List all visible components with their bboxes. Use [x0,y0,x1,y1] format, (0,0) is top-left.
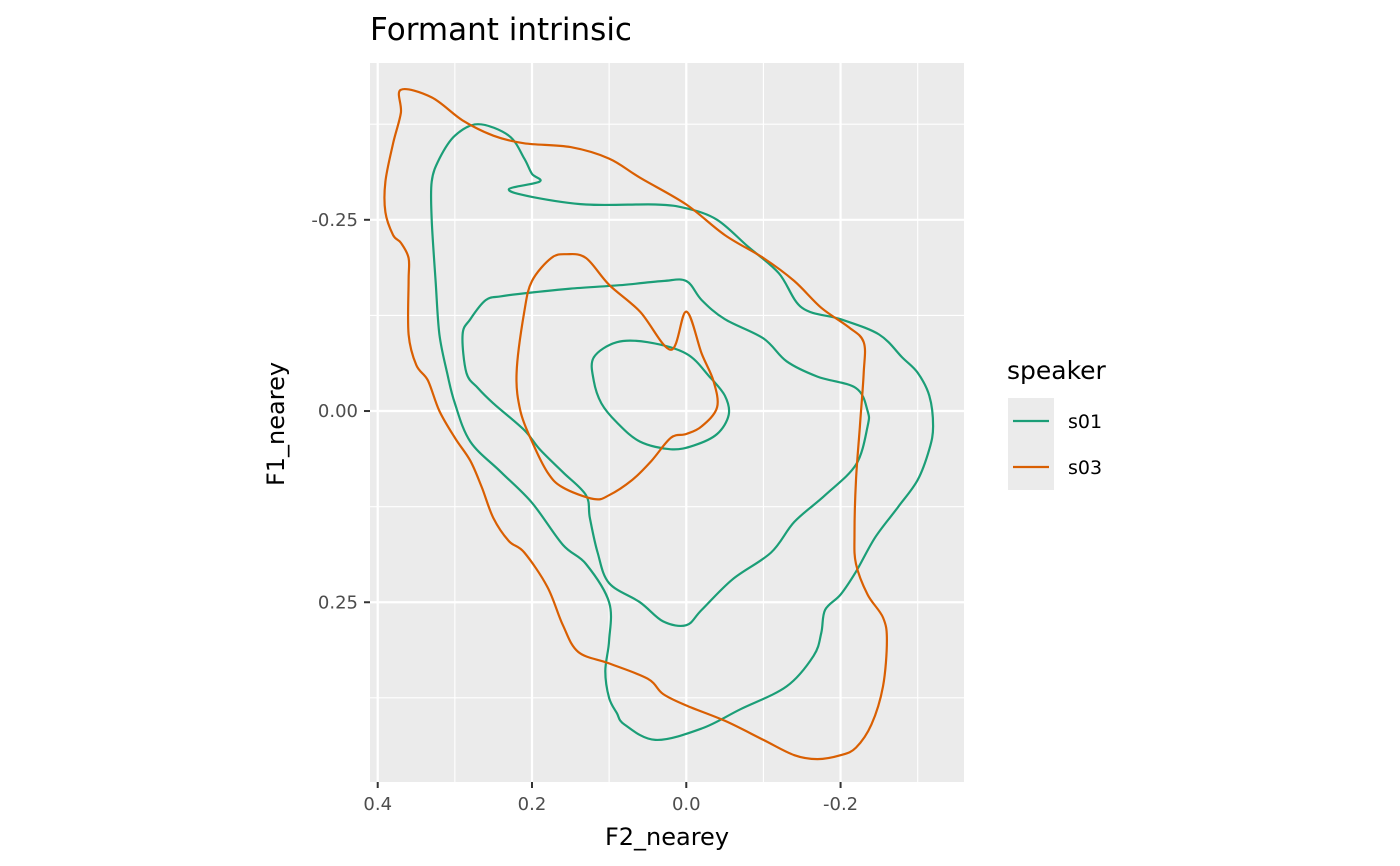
contour-lines [383,88,935,761]
x-axis: 0.4 0.2 0.0 -0.2 [363,782,858,815]
contour-s03-inner [515,252,719,501]
legend: speaker s01 s03 [1007,356,1107,490]
x-tick-label: 0.0 [672,794,701,815]
y-tick-label: -0.25 [311,210,358,231]
legend-label: s03 [1068,457,1102,479]
y-axis-title: F1_nearey [262,362,290,486]
grid-major [370,63,964,782]
y-tick-label: 0.25 [318,592,358,613]
contour-s01-middle [461,278,871,628]
y-tick-label: 0.00 [318,401,358,422]
plot-panel [370,63,964,782]
x-tick-label: 0.2 [518,794,547,815]
x-tick-label: 0.4 [363,794,392,815]
y-axis: -0.25 0.00 0.25 [311,210,370,613]
chart-title: Formant intrinsic [370,12,632,48]
contour-s01-outer [429,123,935,742]
x-axis-title: F2_nearey [605,823,729,851]
legend-title: speaker [1007,356,1107,385]
legend-label: s01 [1068,411,1102,433]
contour-s01-inner [590,339,731,451]
x-tick-label: -0.2 [823,794,858,815]
contour-s03-outer [383,88,888,761]
